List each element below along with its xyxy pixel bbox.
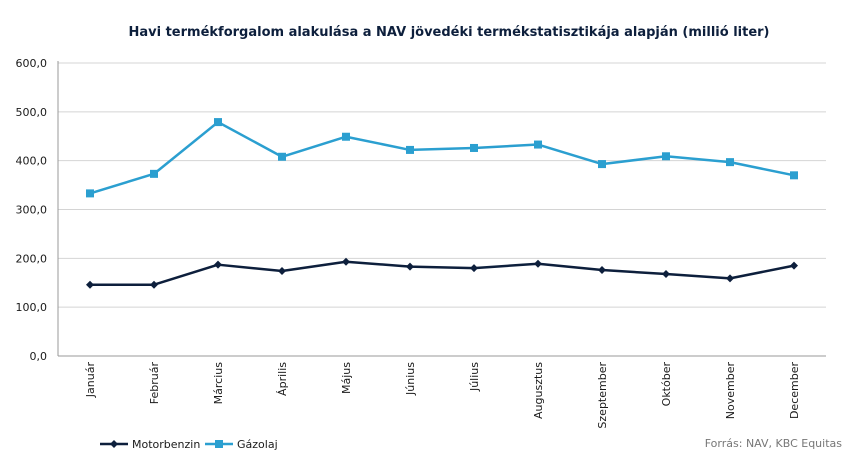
data-point (470, 143, 478, 152)
gridlines (58, 62, 826, 308)
chart-title: Havi termékforgalom alakulása a NAV jöve… (128, 25, 769, 40)
y-tick-label: 100,0 (16, 301, 48, 314)
source-note: Forrás: NAV, KBC Equitas (705, 437, 843, 450)
legend-marker (110, 440, 118, 448)
y-tick-label: 500,0 (16, 106, 48, 119)
series-motorbenzin (86, 257, 798, 289)
x-tick-label: Október (660, 362, 673, 407)
series-line (89, 120, 795, 195)
y-tick-label: 300,0 (16, 204, 48, 217)
legend-item: Gázolaj (205, 438, 278, 451)
data-point (726, 158, 734, 167)
data-point (662, 152, 670, 161)
y-tick-label: 400,0 (16, 155, 48, 168)
y-axis: 0,0 100,0 200,0 300,0 400,0 500,0 600,0 (16, 57, 59, 363)
data-point (790, 171, 798, 180)
data-point (790, 261, 798, 270)
y-tick-label: 600,0 (16, 57, 48, 70)
data-point (342, 132, 350, 141)
data-point (214, 118, 222, 127)
data-point (598, 160, 606, 169)
x-tick-label: Május (340, 362, 353, 394)
x-axis: Január Február Március Április Május Június Jú… (58, 355, 826, 429)
data-point (534, 259, 542, 268)
data-point (278, 152, 286, 161)
legend-item: Motorbenzin (100, 438, 200, 451)
x-tick-label: Szeptember (596, 362, 609, 429)
x-tick-label: Június (404, 362, 417, 396)
y-tick-label: 200,0 (16, 252, 48, 265)
x-tick-label: Április (276, 362, 289, 396)
data-point (726, 274, 734, 283)
legend-label: Gázolaj (237, 438, 278, 451)
x-tick-label: Július (468, 362, 481, 392)
data-point (150, 280, 158, 289)
data-point (342, 257, 350, 266)
data-point (86, 189, 94, 198)
data-point (598, 266, 606, 275)
data-point (406, 262, 414, 271)
legend-marker (215, 440, 223, 448)
x-tick-label: November (724, 362, 737, 420)
data-point (662, 269, 670, 278)
data-point (214, 260, 222, 269)
series-group (86, 118, 798, 289)
legend-label: Motorbenzin (132, 438, 200, 451)
x-tick-label: Augusztus (532, 362, 545, 419)
data-point (470, 264, 478, 273)
series-line (90, 260, 795, 286)
series-gázolaj (86, 118, 798, 198)
data-point (534, 140, 542, 149)
data-point (86, 280, 94, 289)
y-tick-label: 0,0 (30, 350, 48, 363)
data-point (406, 145, 414, 154)
x-tick-label: December (788, 362, 801, 420)
x-tick-label: Február (148, 362, 161, 405)
data-point (150, 169, 158, 178)
data-point (278, 267, 286, 276)
x-tick-label: Március (212, 362, 225, 405)
legend: Motorbenzin Gázolaj (100, 438, 278, 451)
x-tick-label: Január (84, 362, 97, 399)
